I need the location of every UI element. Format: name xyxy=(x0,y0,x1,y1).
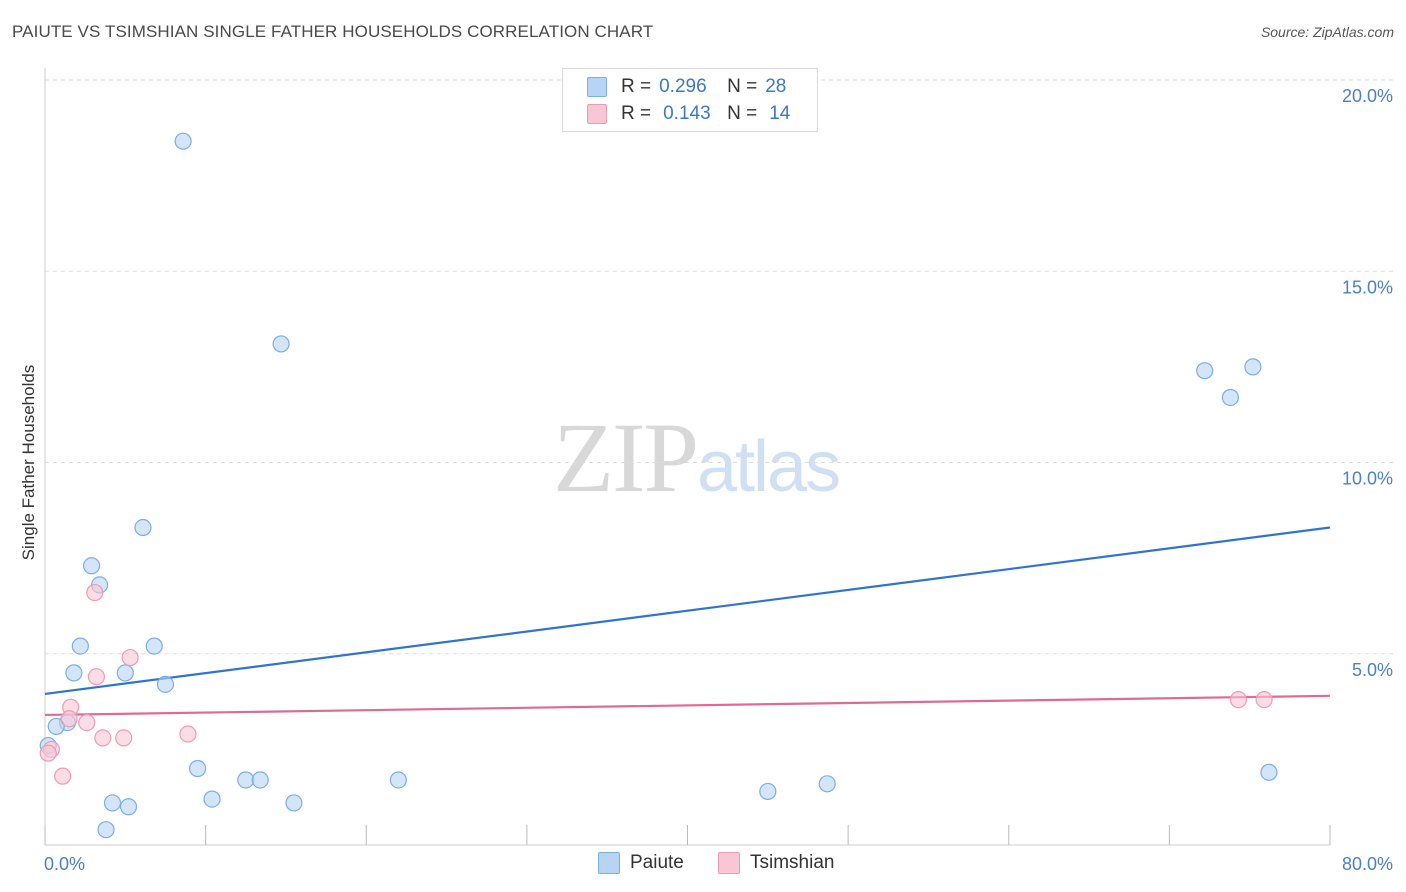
tsimshian-point-11 xyxy=(1229,691,1248,709)
legend-item-tsimshian[interactable]: Tsimshian xyxy=(718,852,834,874)
legend-row-tsimshian: R = 0.143 N = 14 xyxy=(587,102,790,126)
watermark-zip: ZIP xyxy=(553,402,699,513)
legend-row-paiute: R = 0.296 N = 28 xyxy=(587,75,786,99)
tsimshian-point-1 xyxy=(121,648,139,667)
paiute-legend-label: Paiute xyxy=(630,852,684,873)
tsimshian-n-value: 14 xyxy=(769,103,791,124)
paiute-point-23 xyxy=(818,775,836,793)
y-tick-label-3: 20.0% xyxy=(1342,86,1393,106)
trend-line-paiute xyxy=(44,526,1331,696)
chart-title: PAIUTE VS TSIMSHIAN SINGLE FATHER HOUSEH… xyxy=(12,22,654,41)
paiute-point-0 xyxy=(174,132,192,150)
paiute-n-label: N = xyxy=(727,76,758,97)
paiute-point-5 xyxy=(71,637,89,655)
tsimshian-point-6 xyxy=(94,729,112,747)
paiute-point-25 xyxy=(1221,388,1240,407)
y-tick-label-0: 5.0% xyxy=(1352,660,1393,680)
legend-item-paiute[interactable]: Paiute xyxy=(598,852,684,874)
paiute-point-16 xyxy=(389,771,407,789)
tsimshian-point-5 xyxy=(78,713,96,732)
paiute-point-2 xyxy=(134,518,152,537)
tsimshian-r-value: 0.143 xyxy=(663,103,711,124)
paiute-point-22 xyxy=(759,782,777,801)
tsimshian-r-label: R = xyxy=(621,103,652,124)
watermark: ZIPatlas xyxy=(553,400,841,515)
paiute-point-18 xyxy=(203,790,221,808)
paiute-point-19 xyxy=(103,794,122,812)
tsimshian-point-8 xyxy=(179,725,197,743)
tsimshian-point-13 xyxy=(39,744,57,762)
paiute-point-24 xyxy=(1196,362,1214,380)
paiute-point-3 xyxy=(82,557,101,575)
stats-legend: R = 0.296 N = 28 R = 0.143 N = 14 xyxy=(562,68,818,132)
paiute-n-value: 28 xyxy=(765,76,787,97)
tsimshian-legend-label: Tsimshian xyxy=(750,852,835,873)
x-tick-label-1: 80.0% xyxy=(1342,854,1393,874)
paiute-point-13 xyxy=(188,759,207,778)
grid-lines xyxy=(45,79,1395,655)
data-points xyxy=(39,132,1278,839)
paiute-r-value: 0.296 xyxy=(659,76,707,97)
paiute-point-11 xyxy=(47,717,65,736)
paiute-point-27 xyxy=(1260,763,1278,781)
watermark-atlas: atlas xyxy=(697,427,841,507)
y-axis-label: Single Father Households xyxy=(19,365,38,561)
tsimshian-point-12 xyxy=(1255,691,1273,709)
tsimshian-point-10 xyxy=(54,767,72,785)
tsimshian-point-2 xyxy=(87,668,106,686)
y-tick-label-1: 10.0% xyxy=(1342,469,1393,489)
paiute-point-1 xyxy=(272,335,290,353)
axes xyxy=(44,68,1331,846)
series-legend: Paiute Tsimshian xyxy=(0,852,1406,876)
source-label: Source: ZipAtlas.com xyxy=(1260,24,1394,40)
tsimshian-point-7 xyxy=(115,729,133,747)
paiute-point-8 xyxy=(116,664,134,682)
tsimshian-n-label: N = xyxy=(727,103,758,124)
trend-lines xyxy=(44,526,1331,717)
paiute-point-6 xyxy=(145,637,163,655)
paiute-point-26 xyxy=(1244,358,1262,376)
trend-line-tsimshian xyxy=(44,694,1331,717)
paiute-r-label: R = xyxy=(621,76,652,97)
tsimshian-point-0 xyxy=(86,583,104,602)
paiute-swatch xyxy=(587,77,607,97)
x-tick-label-0: 0.0% xyxy=(44,854,85,874)
paiute-point-14 xyxy=(237,771,255,789)
paiute-point-15 xyxy=(251,771,269,789)
y-tick-label-2: 15.0% xyxy=(1342,277,1393,297)
tsimshian-legend-swatch xyxy=(718,852,740,874)
paiute-point-7 xyxy=(65,664,83,682)
paiute-point-20 xyxy=(285,794,303,812)
paiute-point-21 xyxy=(97,821,115,839)
paiute-legend-swatch xyxy=(598,852,620,874)
tsimshian-point-4 xyxy=(60,710,78,728)
paiute-point-17 xyxy=(119,798,138,816)
tsimshian-swatch xyxy=(587,104,607,124)
paiute-point-9 xyxy=(156,675,175,693)
axis-labels: 5.0% 10.0% 15.0% 20.0% 0.0% 80.0% Single Fathe… xyxy=(19,86,1393,874)
